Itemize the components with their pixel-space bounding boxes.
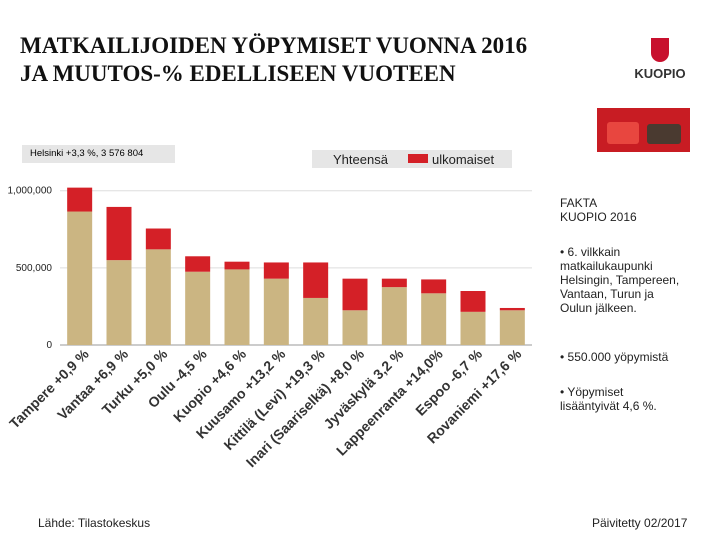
suitcase-icon xyxy=(597,108,690,152)
fact-title: FAKTA xyxy=(560,196,598,210)
fact-title: KUOPIO 2016 xyxy=(560,210,637,224)
fact-heading: FAKTA KUOPIO 2016 xyxy=(560,196,637,224)
source: Lähde: Tilastokeskus xyxy=(38,516,151,530)
bar-segment xyxy=(185,271,211,345)
bar-segment xyxy=(106,206,132,261)
bar-segment xyxy=(224,261,250,270)
bar-segment xyxy=(499,310,525,345)
logo: KUOPIO xyxy=(630,38,690,81)
legend-label: ulkomaiset xyxy=(432,152,495,167)
y-tick-label: 1,000,000 xyxy=(8,186,53,197)
bar-segment xyxy=(303,262,329,298)
logo-text: KUOPIO xyxy=(634,66,686,81)
bar-segment xyxy=(67,211,93,345)
bar-segment xyxy=(499,307,525,311)
fact-bullet: • 6. vilkkain matkailukaupunki Helsingin… xyxy=(560,245,680,315)
bullet-text: 6. vilkkain matkailukaupunki Helsingin, … xyxy=(560,245,680,315)
bar-segment xyxy=(303,297,329,345)
y-tick-label: 500,000 xyxy=(16,263,53,274)
bar-segment xyxy=(263,278,289,345)
bar-segment xyxy=(460,311,486,345)
bullet-text: 550.000 yöpymistä xyxy=(567,350,669,364)
legend-swatch xyxy=(408,154,428,163)
bar-segment xyxy=(421,279,447,294)
bar-segment xyxy=(342,278,368,311)
title: MATKAILIJOIDEN YÖPYMISET VUONNA 2016 JA … xyxy=(20,32,527,88)
bar-segment xyxy=(342,310,368,345)
title-line: JA MUUTOS-% EDELLISEEN VUOTEEN xyxy=(20,61,456,86)
bar-segment xyxy=(106,260,132,345)
bar-segment xyxy=(421,293,447,345)
bar-segment xyxy=(381,278,407,288)
bar-segment xyxy=(145,228,171,250)
legend-box xyxy=(407,150,512,168)
bar-segment xyxy=(381,287,407,345)
bar-segment xyxy=(67,187,93,212)
bar-segment xyxy=(224,269,250,345)
bar-segment xyxy=(145,249,171,345)
bar-segment xyxy=(263,262,289,279)
y-tick-label: 0 xyxy=(46,340,52,351)
helsinki-note: Helsinki +3,3 %, 3 576 804 xyxy=(22,145,175,163)
title-line: MATKAILIJOIDEN YÖPYMISET VUONNA 2016 xyxy=(20,33,528,58)
bar-segment xyxy=(460,291,486,312)
bullet-text: Yöpymiset lisääntyivät 4,6 %. xyxy=(560,385,657,413)
bar-segment xyxy=(185,256,211,272)
fact-bullet: • 550.000 yöpymistä xyxy=(560,350,669,364)
legend-label: Yhteensä xyxy=(333,152,389,167)
legend-box xyxy=(312,150,407,168)
updated: Päivitetty 02/2017 xyxy=(592,516,688,530)
fact-bullet: • Yöpymiset lisääntyivät 4,6 %. xyxy=(560,385,657,413)
